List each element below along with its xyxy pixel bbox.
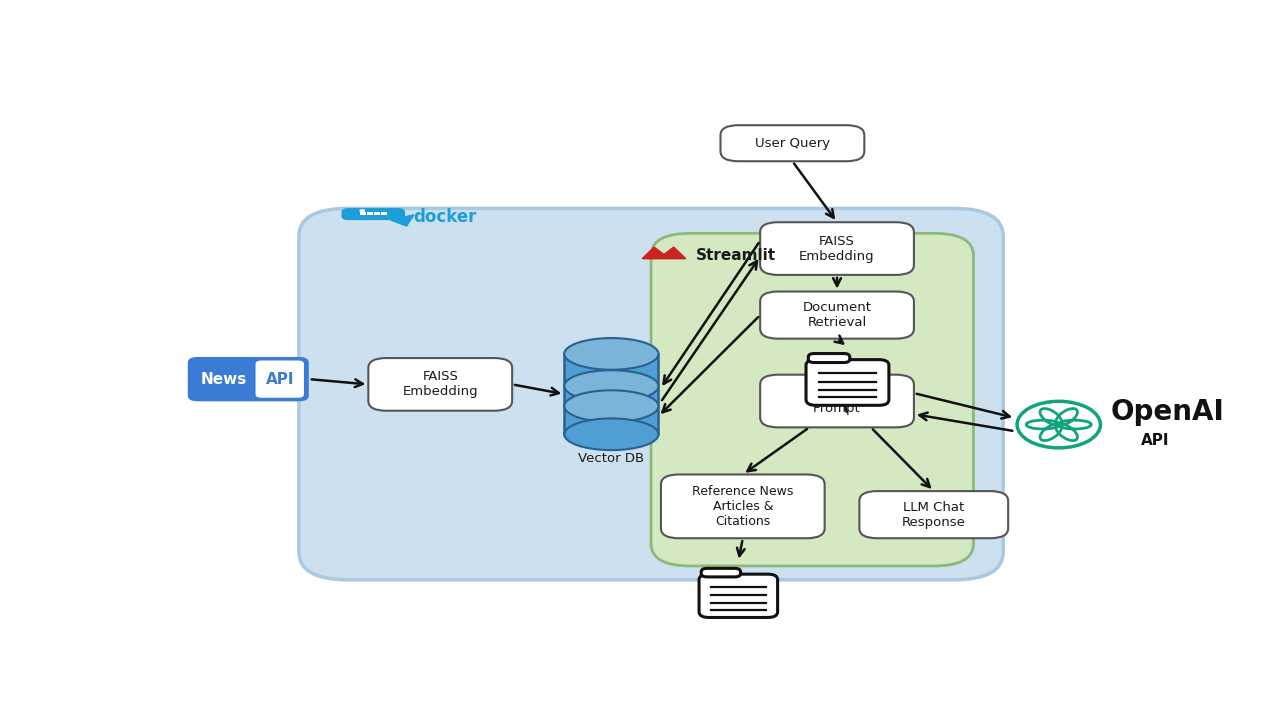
FancyBboxPatch shape xyxy=(360,212,366,215)
Text: Document
Retrieval: Document Retrieval xyxy=(803,301,872,329)
FancyBboxPatch shape xyxy=(701,568,741,577)
FancyBboxPatch shape xyxy=(699,574,778,618)
FancyBboxPatch shape xyxy=(760,374,914,428)
Text: Streamlit: Streamlit xyxy=(696,248,776,263)
Polygon shape xyxy=(390,215,413,226)
FancyBboxPatch shape xyxy=(859,491,1009,539)
FancyBboxPatch shape xyxy=(652,233,974,566)
Text: OpenAI: OpenAI xyxy=(1110,398,1224,426)
Text: User Query: User Query xyxy=(755,137,829,150)
Circle shape xyxy=(360,209,365,212)
FancyBboxPatch shape xyxy=(256,361,303,397)
Ellipse shape xyxy=(564,390,658,422)
Text: API: API xyxy=(265,372,294,387)
FancyBboxPatch shape xyxy=(660,474,824,539)
Polygon shape xyxy=(643,247,686,258)
Text: LLM Chat
Response: LLM Chat Response xyxy=(902,500,965,528)
FancyBboxPatch shape xyxy=(342,208,404,220)
FancyBboxPatch shape xyxy=(374,212,380,215)
FancyBboxPatch shape xyxy=(188,357,308,401)
Text: FAISS
Embedding: FAISS Embedding xyxy=(402,370,477,398)
FancyBboxPatch shape xyxy=(760,292,914,338)
Text: API: API xyxy=(1140,433,1169,448)
Text: LLM Chat
Prompt: LLM Chat Prompt xyxy=(806,387,868,415)
FancyBboxPatch shape xyxy=(806,360,888,405)
Ellipse shape xyxy=(564,338,658,370)
FancyBboxPatch shape xyxy=(367,212,374,215)
Text: News: News xyxy=(201,372,247,387)
FancyBboxPatch shape xyxy=(809,354,850,363)
Bar xyxy=(564,354,658,434)
FancyBboxPatch shape xyxy=(381,212,387,215)
Text: docker: docker xyxy=(413,208,476,226)
Text: Reference News
Articles &
Citations: Reference News Articles & Citations xyxy=(692,485,794,528)
Ellipse shape xyxy=(564,418,658,450)
FancyBboxPatch shape xyxy=(369,358,512,410)
FancyBboxPatch shape xyxy=(721,125,864,161)
FancyBboxPatch shape xyxy=(760,222,914,275)
Text: FAISS
Embedding: FAISS Embedding xyxy=(799,235,874,263)
FancyBboxPatch shape xyxy=(300,208,1004,580)
Text: Vector DB: Vector DB xyxy=(579,452,644,465)
Ellipse shape xyxy=(564,370,658,402)
